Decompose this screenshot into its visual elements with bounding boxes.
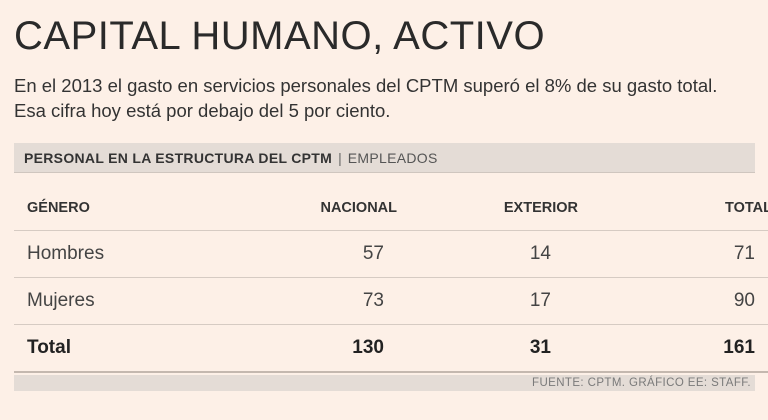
table-row-hombres: Hombres 57 14 71 (14, 230, 768, 278)
table-row-mujeres: Mujeres 73 17 90 (14, 277, 768, 325)
source-footer: FUENTE: CPTM. GRÁFICO EE: STAFF. (14, 375, 755, 391)
cell-total: 161 (581, 324, 768, 373)
subtitle: En el 2013 el gasto en servicios persona… (14, 75, 718, 121)
table-row-total: Total 130 31 161 (14, 324, 768, 373)
section-label: PERSONAL EN LA ESTRUCTURA DEL CPTM (24, 149, 333, 166)
section-header: PERSONAL EN LA ESTRUCTURA DEL CPTM | EMP… (14, 143, 755, 173)
cell-total: 90 (581, 277, 768, 325)
column-header-genero: GÉNERO (14, 186, 217, 231)
column-header-exterior: EXTERIOR (398, 186, 581, 231)
column-header-nacional: NACIONAL (217, 186, 398, 231)
column-header-total: TOTAL (581, 186, 768, 231)
section-separator: | (338, 149, 342, 166)
row-label: Hombres (14, 230, 217, 278)
cell-nacional: 130 (217, 324, 398, 373)
cell-nacional: 57 (217, 230, 398, 278)
cell-exterior: 14 (398, 230, 581, 278)
cell-exterior: 31 (398, 324, 581, 373)
cell-exterior: 17 (398, 277, 581, 325)
cell-nacional: 73 (217, 277, 398, 325)
table-header-row: GÉNERO NACIONAL EXTERIOR TOTAL (14, 186, 768, 231)
row-label: Total (14, 324, 217, 373)
data-table: GÉNERO NACIONAL EXTERIOR TOTAL Hombres 5… (14, 186, 768, 373)
cell-total: 71 (581, 230, 768, 278)
row-label: Mujeres (14, 277, 217, 325)
section-unit: EMPLEADOS (347, 149, 438, 166)
page-title: CAPITAL HUMANO, ACTIVO (14, 14, 546, 58)
